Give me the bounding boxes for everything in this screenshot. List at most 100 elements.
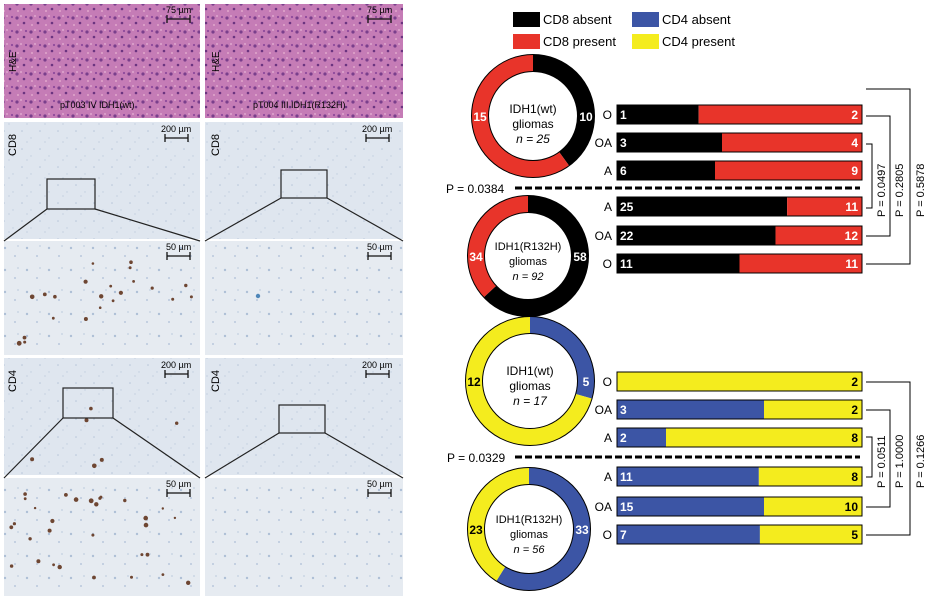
stained-cell <box>22 335 27 340</box>
cd4-wt-row-label: O <box>603 375 612 389</box>
cd4-mut-absent-count: 15 <box>620 500 634 514</box>
cd8-wt-donut-absent-count: 10 <box>579 110 593 124</box>
cd8-wt-present-count: 9 <box>851 164 858 178</box>
cd8-wt-bar-outline <box>616 160 863 181</box>
cd8-wt-bar-outline <box>616 132 863 153</box>
cd8-mut-bar-outline <box>616 196 863 217</box>
cd8-mut-bar-absent <box>617 197 788 216</box>
cd8-wt-bar-absent <box>617 133 722 152</box>
stained-cell <box>50 518 55 524</box>
sample-label-left: pT003 IV IDH1(wt) <box>60 100 135 110</box>
cd8-lowmag-left <box>4 122 200 239</box>
cd4-wt-bar-present <box>764 400 862 419</box>
row-label-cd4-left: CD4 <box>7 370 19 392</box>
cd4-wt-present-count: 8 <box>851 431 858 445</box>
stained-cell <box>161 573 165 576</box>
stained-cell <box>33 506 37 510</box>
cd4-wt-present-count: 2 <box>851 375 858 389</box>
cd4-mut-bar-outline <box>616 466 863 487</box>
cd4-wt-donut-n: n = 17 <box>513 394 548 408</box>
cd8-mut-row-label: A <box>604 200 612 214</box>
stained-cell <box>128 266 132 270</box>
cd8-mut-absent-count: 22 <box>620 229 634 243</box>
cd4-wt-donut: 5 12 <box>465 316 595 446</box>
cd8-wt-bar-present <box>698 105 862 124</box>
cd8-p-bracket-3: P = 0.5878 <box>915 164 927 217</box>
cd4-mut-bar-outline <box>616 496 863 517</box>
cd4-mut-donut-n: n = 56 <box>514 544 546 556</box>
cd8-mut-donut-absent-segment <box>483 195 589 317</box>
cd8-wt-donut-outer-ring <box>471 54 595 178</box>
cd4-wt-bar-outline <box>616 427 863 448</box>
cd8-mut-donut-line2: gliomas <box>509 256 547 268</box>
cd4-wt-donut-absent-count: 5 <box>583 375 590 389</box>
cd8-wt-present-count: 4 <box>851 136 858 150</box>
cd4-mut-bar-outline <box>616 524 863 545</box>
cd8-wt-donut: 10 15 <box>471 54 595 178</box>
stained-cell <box>89 406 93 411</box>
scale-label-cd8-high-right: 50 µm <box>367 242 392 252</box>
stained-cell <box>36 559 41 564</box>
row-label-he-right: H&E <box>211 51 222 72</box>
cd8-wt-donut-line1: IDH1(wt) <box>509 102 556 116</box>
cd8-mut-bar-present <box>775 226 862 245</box>
cd4-mut-bar-present <box>764 497 862 516</box>
scale-label-cd4-low-left: 200 µm <box>161 360 191 370</box>
cd4-wt-present-count: 2 <box>851 403 858 417</box>
cd8-highmag-right <box>205 241 403 355</box>
cd4-wt-bar-absent <box>617 428 666 447</box>
stained-cell <box>23 492 27 496</box>
legend-label-cd4-absent: CD4 absent <box>662 12 731 27</box>
cd8-wt-absent-count: 1 <box>620 108 627 122</box>
cd4-wt-row-label: A <box>604 431 612 445</box>
stained-cell <box>184 283 188 288</box>
row-label-cd8-left: CD8 <box>7 134 19 156</box>
stained-cell <box>173 516 177 520</box>
stained-cell <box>23 497 27 501</box>
cd4-p-bracket-3: P = 0.1266 <box>915 435 927 488</box>
sample-label-right: pT004 III IDH1(R132H) <box>253 100 346 110</box>
cd8-wt-row-label: O <box>603 108 612 122</box>
cd4-wt-row-label: OA <box>595 403 612 417</box>
scale-label-cd4-high-left: 50 µm <box>166 479 191 489</box>
cd8-wt-present-count: 2 <box>851 108 858 122</box>
scale-label-he-right: 75 µm <box>367 5 392 15</box>
stained-cell <box>129 260 133 265</box>
cd4-wt-donut-outer-ring <box>465 316 595 446</box>
cd4-mut-donut-present-segment <box>467 467 530 582</box>
cd8-wt-donut-present-count: 15 <box>473 110 487 124</box>
cd4-wt-bar-present <box>666 428 862 447</box>
cd4-wt-donut-line1: IDH1(wt) <box>506 364 553 378</box>
cd8-mut-bar-present <box>787 197 862 216</box>
stained-cell <box>94 502 99 507</box>
cd4-brackets <box>866 381 911 536</box>
cd4-mut-absent-count: 7 <box>620 528 627 542</box>
stained-cell <box>88 498 94 504</box>
cd8-wt-bar-outline <box>616 104 863 125</box>
cd8-mut-donut-line1: IDH1(R132H) <box>495 241 562 253</box>
cd4-mut-bar-absent <box>617 467 759 486</box>
cd4-wt-donut-present-segment <box>465 316 593 446</box>
cd4-mut-bar-absent <box>617 525 760 544</box>
cd8-mut-donut-inner-ring <box>484 212 572 300</box>
cd8-mut-bar-present <box>739 254 862 273</box>
cd8-mut-donut-present-count: 34 <box>469 250 483 264</box>
cd8-mut-present-count: 12 <box>845 229 859 243</box>
cd8-mut-present-count: 11 <box>845 200 858 214</box>
stained-cell <box>42 292 47 297</box>
cd8-wt-donut-absent-segment <box>532 54 595 166</box>
cd4-wt-absent-count: 3 <box>620 403 627 417</box>
cd8-wt-absent-count: 3 <box>620 136 627 150</box>
stained-cell <box>109 284 113 288</box>
cd4-wt-donut-absent-segment <box>529 316 595 399</box>
cd4-p-bracket-2: P = 1.0000 <box>894 435 906 488</box>
stained-cell <box>118 290 123 295</box>
cd4-wt-donut-inner-ring <box>482 333 578 429</box>
scale-label-cd8-low-left: 200 µm <box>161 124 191 134</box>
cd4-mut-absent-count: 11 <box>620 470 633 484</box>
cd4-mut-row-label: A <box>604 470 612 484</box>
cd4-wt-bar-outline <box>616 371 863 392</box>
stained-cell <box>91 533 95 537</box>
cd4-mut-bar-absent <box>617 497 764 516</box>
stained-cell <box>175 421 179 425</box>
